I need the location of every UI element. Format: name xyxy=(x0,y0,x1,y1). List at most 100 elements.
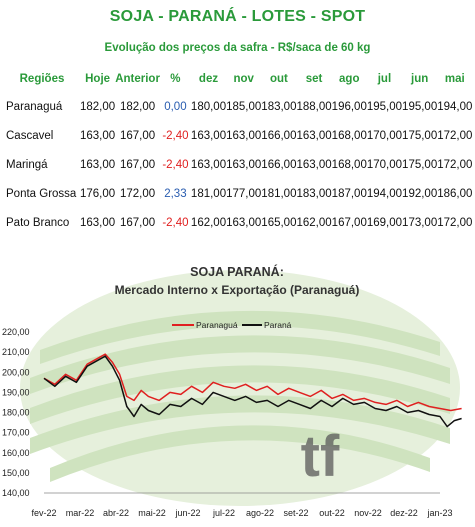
y-tick-label: 160,00 xyxy=(2,448,30,458)
col-header-anterior: Anterior xyxy=(115,73,160,85)
price-chart-svg: tf SOJA PARANÁ: Mercado Interno x Export… xyxy=(2,264,462,518)
y-tick-label: 220,00 xyxy=(2,327,30,337)
series-line-paranagua xyxy=(43,353,462,412)
cell-out: 183,00 xyxy=(261,100,297,113)
cell-dez: 180,00 xyxy=(190,100,227,113)
y-tick-label: 150,00 xyxy=(2,468,30,478)
cell-hoje: 176,00 xyxy=(80,187,116,200)
cell-jun: 175,00 xyxy=(402,129,438,142)
chart-title: SOJA PARANÁ: xyxy=(190,264,284,279)
series-line-parana xyxy=(43,355,462,428)
y-axis: 140,00 150,00 160,00 170,00 180,00 190,00 200,… xyxy=(2,327,30,498)
cell-ago: 196,00 xyxy=(331,100,367,113)
x-tick-label: jun-22 xyxy=(174,508,200,518)
cell-anterior: 167,00 xyxy=(119,129,156,142)
cell-hoje: 163,00 xyxy=(80,216,116,229)
x-tick-label: fev-22 xyxy=(31,508,56,518)
cell-set: 163,00 xyxy=(296,158,332,171)
x-tick-label: out-22 xyxy=(319,508,345,518)
cell-pct: -2,40 xyxy=(162,129,189,142)
cell-jul: 170,00 xyxy=(366,129,403,142)
col-header-mai: mai xyxy=(444,73,465,85)
cell-pct: -2,40 xyxy=(162,216,189,229)
cell-ago: 168,00 xyxy=(331,129,367,142)
cell-anterior: 167,00 xyxy=(119,158,156,171)
col-header-out: out xyxy=(269,73,288,85)
cell-jul: 169,00 xyxy=(366,216,403,229)
cell-nov: 163,00 xyxy=(226,129,262,142)
cell-hoje: 163,00 xyxy=(80,158,116,171)
cell-mai: 172,00 xyxy=(437,129,473,142)
cell-regiao: Cascavel xyxy=(6,129,54,142)
x-tick-label: abr-22 xyxy=(103,508,129,518)
chart-subtitle: Mercado Interno x Exportação (Paranaguá) xyxy=(115,283,360,297)
prices-table: Regiões Hoje Anterior % dez nov out set … xyxy=(4,66,472,237)
cell-set: 188,00 xyxy=(296,100,332,113)
y-tick-label: 200,00 xyxy=(2,367,30,377)
cell-out: 181,00 xyxy=(261,187,297,200)
cell-set: 163,00 xyxy=(296,129,332,142)
cell-ago: 187,00 xyxy=(331,187,367,200)
cell-ago: 167,00 xyxy=(331,216,367,229)
cell-set: 162,00 xyxy=(296,216,332,229)
cell-anterior: 182,00 xyxy=(119,100,156,113)
cell-nov: 163,00 xyxy=(226,158,262,171)
col-header-pct: % xyxy=(170,73,181,85)
table-row: Pato Branco 163,00 167,00 -2,40 162,00 1… xyxy=(4,208,472,237)
y-tick-label: 190,00 xyxy=(2,387,30,397)
x-axis: fev-22 mar-22 abr-22 mai-22 jun-22 jul-22 ago-… xyxy=(31,492,453,518)
cell-nov: 163,00 xyxy=(226,216,262,229)
cell-out: 166,00 xyxy=(261,129,297,142)
col-header-ago: ago xyxy=(339,73,360,85)
watermark-logo: tf xyxy=(301,424,340,489)
cell-regiao: Maringá xyxy=(6,158,48,171)
cell-dez: 162,00 xyxy=(190,216,227,229)
cell-out: 165,00 xyxy=(261,216,297,229)
legend-label-parana: Paraná xyxy=(264,320,292,330)
x-tick-label: jul-22 xyxy=(212,508,235,518)
x-tick-label: nov-22 xyxy=(354,508,382,518)
y-tick-label: 180,00 xyxy=(2,408,30,418)
cell-dez: 163,00 xyxy=(190,129,227,142)
x-tick-label: mar-22 xyxy=(66,508,95,518)
watermark-background xyxy=(20,270,460,506)
cell-jul: 195,00 xyxy=(366,100,403,113)
cell-jun: 195,00 xyxy=(402,100,438,113)
x-tick-label: set-22 xyxy=(283,508,308,518)
col-header-hoje: Hoje xyxy=(85,73,111,85)
x-tick-label: mai-22 xyxy=(138,508,166,518)
cell-regiao: Ponta Grossa xyxy=(6,187,77,200)
cell-pct: 2,33 xyxy=(164,187,187,200)
table-row: Maringá 163,00 167,00 -2,40 163,00 163,0… xyxy=(4,150,472,179)
cell-jul: 170,00 xyxy=(366,158,403,171)
col-header-nov: nov xyxy=(233,73,254,85)
x-tick-label: dez-22 xyxy=(390,508,418,518)
cell-jun: 173,00 xyxy=(402,216,438,229)
table-header-row: Regiões Hoje Anterior % dez nov out set … xyxy=(4,66,472,92)
y-tick-label: 170,00 xyxy=(2,428,30,438)
y-tick-label: 210,00 xyxy=(2,347,30,357)
cell-jul: 194,00 xyxy=(366,187,403,200)
cell-pct: -2,40 xyxy=(162,158,189,171)
table-row: Cascavel 163,00 167,00 -2,40 163,00 163,… xyxy=(4,121,472,150)
cell-nov: 185,00 xyxy=(226,100,262,113)
table-row: Paranaguá 182,00 182,00 0,00 180,00 185,… xyxy=(4,92,472,121)
cell-mai: 194,00 xyxy=(437,100,473,113)
cell-mai: 172,00 xyxy=(437,158,473,171)
cell-hoje: 163,00 xyxy=(80,129,116,142)
legend-label-paranagua: Paranaguá xyxy=(196,320,238,330)
cell-dez: 163,00 xyxy=(190,158,227,171)
x-tick-label: ago-22 xyxy=(246,508,274,518)
col-header-set: set xyxy=(305,73,323,85)
cell-jun: 175,00 xyxy=(402,158,438,171)
chart-series xyxy=(43,353,462,428)
cell-regiao: Paranaguá xyxy=(6,100,63,113)
cell-anterior: 172,00 xyxy=(119,187,156,200)
cell-jun: 192,00 xyxy=(402,187,438,200)
cell-ago: 168,00 xyxy=(331,158,367,171)
cell-out: 166,00 xyxy=(261,158,297,171)
table-row: Ponta Grossa 176,00 172,00 2,33 181,00 1… xyxy=(4,179,472,208)
legend: Paranaguá Paraná xyxy=(172,320,292,330)
page-title: SOJA - PARANÁ - LOTES - SPOT xyxy=(109,8,366,25)
cell-anterior: 167,00 xyxy=(119,216,156,229)
